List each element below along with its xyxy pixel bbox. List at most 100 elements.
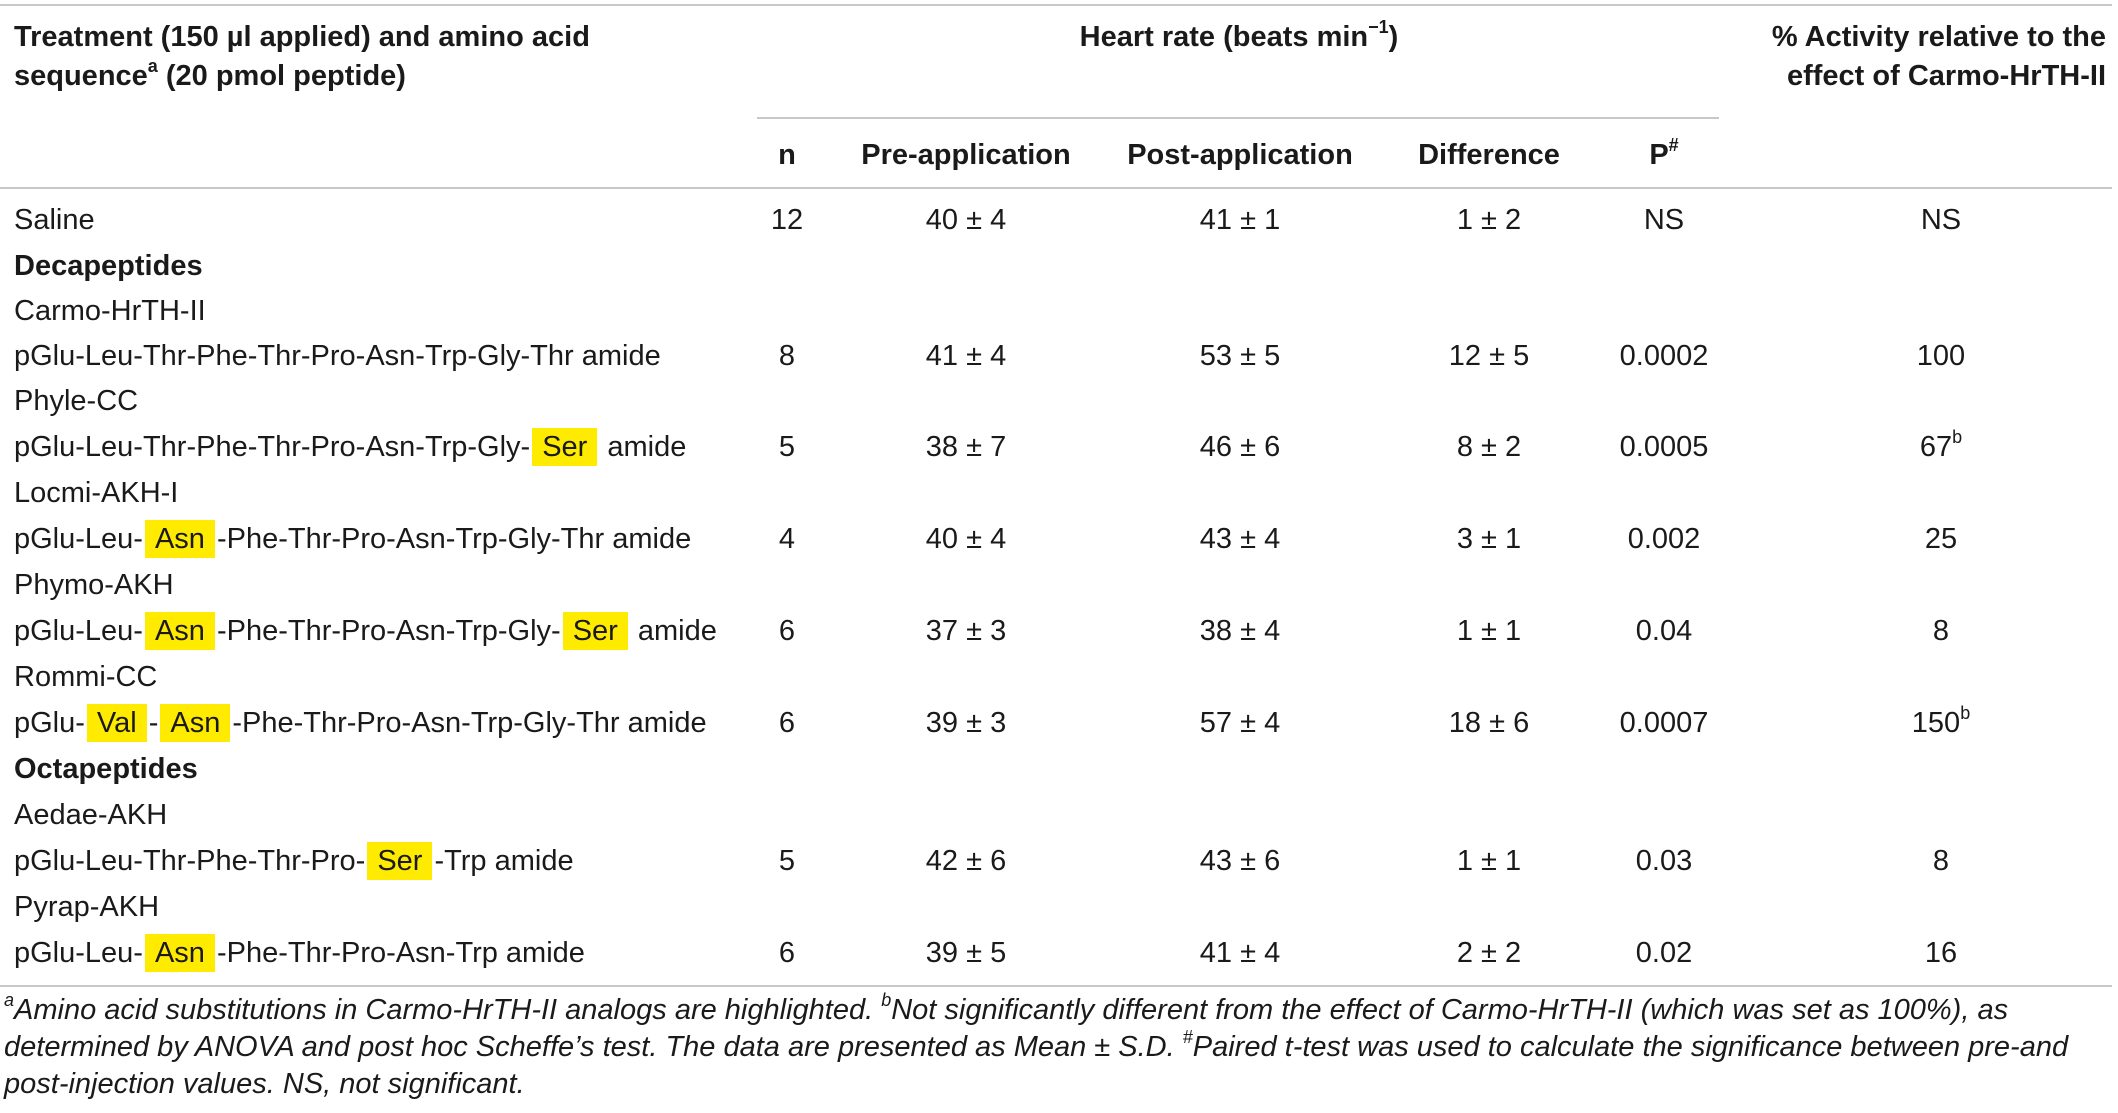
table-footnote: aAmino acid substitutions in Carmo-HrTH-… <box>4 990 2110 1103</box>
row-rommi-n: 6 <box>778 707 796 739</box>
row-pyrap-pre: 39 ± 5 <box>925 937 1007 969</box>
activity-value: 150 <box>1911 707 1961 739</box>
row-pyrap-activity: 16 <box>1924 937 1958 969</box>
heart-rate-group-rule <box>757 117 1719 119</box>
footnote-b-text: Not significantly different from the eff… <box>4 994 2009 1063</box>
substitution-highlight: Ser <box>367 842 433 880</box>
table-header-rule <box>0 187 2112 189</box>
row-saline-diff: 1 ± 2 <box>1456 204 1522 236</box>
header-heart-rate-label: Heart rate (beats min <box>1079 21 1369 53</box>
peptide-name-locmi: Locmi-AKH-I <box>14 477 179 509</box>
row-carmo-activity: 100 <box>1916 340 1966 372</box>
section-decapeptides: Decapeptides <box>14 250 203 282</box>
row-aedae-pre: 42 ± 6 <box>925 845 1007 877</box>
peptide-name-phyle: Phyle-CC <box>14 385 139 417</box>
header-p-value: P# <box>1649 136 1678 175</box>
footnote-hash-text: Paired t-test was used to calculate the … <box>4 1031 2069 1100</box>
sequence-part: -Phe-Thr-Pro-Asn-Trp amide <box>216 937 585 969</box>
row-phymo-sequence: pGlu-Leu- Asn -Phe-Thr-Pro-Asn-Trp-Gly- Ser… <box>14 612 717 650</box>
row-rommi-post: 57 ± 4 <box>1199 707 1281 739</box>
row-aedae-activity: 8 <box>1932 845 1950 877</box>
header-treatment-line2: sequencea (20 pmol peptide) <box>14 57 590 96</box>
peptide-name-rommi: Rommi-CC <box>14 661 158 693</box>
peptide-name-pyrap: Pyrap-AKH <box>14 891 160 923</box>
substitution-highlight: Ser <box>562 612 628 650</box>
row-saline-label: Saline <box>14 204 95 236</box>
substitution-highlight: Asn <box>160 704 231 742</box>
row-phyle-sequence: pGlu-Leu-Thr-Phe-Thr-Pro-Asn-Trp-Gly- Ser… <box>14 428 687 466</box>
header-p-label: P <box>1649 139 1669 171</box>
row-pyrap-n: 6 <box>778 937 796 969</box>
header-difference: Difference <box>1418 139 1560 171</box>
row-saline-p: NS <box>1643 204 1685 236</box>
header-activity-line1: % Activity relative to the <box>1771 21 2106 53</box>
substitution-highlight: Ser <box>532 428 598 466</box>
sequence-part: amide <box>599 431 687 463</box>
footnote-hash-marker: # <box>1182 1027 1193 1048</box>
substitution-highlight: Asn <box>144 934 215 972</box>
row-saline-post: 41 ± 1 <box>1199 204 1281 236</box>
row-aedae-diff: 1 ± 1 <box>1456 845 1522 877</box>
row-locmi-post: 43 ± 4 <box>1199 523 1281 555</box>
header-treatment: Treatment (150 µl applied) and amino aci… <box>14 18 590 96</box>
sequence-part: - <box>148 707 159 739</box>
activity-value: 67 <box>1919 431 1953 463</box>
row-pyrap-p: 0.02 <box>1635 937 1693 969</box>
row-locmi-n: 4 <box>778 523 796 555</box>
row-phyle-n: 5 <box>778 431 796 463</box>
sequence-part: pGlu-Leu-Thr-Phe-Thr-Pro-Asn-Trp-Gly- <box>14 431 531 463</box>
substitution-highlight: Asn <box>144 520 215 558</box>
header-treatment-sequence: sequence <box>14 60 148 92</box>
row-pyrap-sequence: pGlu-Leu- Asn -Phe-Thr-Pro-Asn-Trp amide <box>14 934 585 972</box>
row-locmi-pre: 40 ± 4 <box>925 523 1007 555</box>
row-phymo-pre: 37 ± 3 <box>925 615 1007 647</box>
header-heart-rate: Heart rate (beats min−1) <box>1080 18 1399 57</box>
sequence-part: -Trp amide <box>434 845 574 877</box>
peptide-name-phymo: Phymo-AKH <box>14 569 174 601</box>
row-rommi-pre: 39 ± 3 <box>925 707 1007 739</box>
header-treatment-amount: (20 pmol peptide) <box>157 60 406 92</box>
row-phyle-p: 0.0005 <box>1619 431 1709 463</box>
sequence-part: amide <box>629 615 717 647</box>
row-rommi-diff: 18 ± 6 <box>1448 707 1530 739</box>
row-aedae-p: 0.03 <box>1635 845 1693 877</box>
footnote-a-text: Amino acid substitutions in Carmo-HrTH-I… <box>14 994 882 1026</box>
row-phyle-post: 46 ± 6 <box>1199 431 1281 463</box>
row-locmi-activity: 25 <box>1924 523 1958 555</box>
row-phymo-activity: 8 <box>1932 615 1950 647</box>
header-activity-line2: effect of Carmo-HrTH-II <box>1786 60 2106 92</box>
row-aedae-post: 43 ± 6 <box>1199 845 1281 877</box>
section-octapeptides: Octapeptides <box>14 753 198 785</box>
row-phymo-p: 0.04 <box>1635 615 1693 647</box>
sequence-part: pGlu-Leu- <box>14 523 143 555</box>
peptide-name-aedae: Aedae-AKH <box>14 799 168 831</box>
row-phyle-diff: 8 ± 2 <box>1456 431 1522 463</box>
sequence-part: -Phe-Thr-Pro-Asn-Trp-Gly-Thr amide <box>232 707 707 739</box>
substitution-highlight: Asn <box>144 612 215 650</box>
row-carmo-sequence: pGlu-Leu-Thr-Phe-Thr-Pro-Asn-Trp-Gly-Thr… <box>14 340 661 372</box>
header-post-application: Post-application <box>1127 139 1353 171</box>
sequence-part: -Phe-Thr-Pro-Asn-Trp-Gly- <box>216 615 561 647</box>
footnote-a-marker: a <box>147 56 158 77</box>
footnote-b-marker: b <box>1960 703 1971 724</box>
header-treatment-line1: Treatment (150 µl applied) and amino aci… <box>14 21 590 53</box>
row-carmo-n: 8 <box>778 340 796 372</box>
row-phyle-pre: 38 ± 7 <box>925 431 1007 463</box>
row-aedae-n: 5 <box>778 845 796 877</box>
peptide-name-carmo: Carmo-HrTH-II <box>14 295 206 327</box>
row-phymo-diff: 1 ± 1 <box>1456 615 1522 647</box>
footnote-b-marker: b <box>1952 427 1963 448</box>
row-rommi-p: 0.0007 <box>1619 707 1709 739</box>
substitution-highlight: Val <box>86 704 147 742</box>
row-carmo-pre: 41 ± 4 <box>925 340 1007 372</box>
header-n: n <box>778 139 796 171</box>
row-carmo-p: 0.0002 <box>1619 340 1709 372</box>
row-rommi-activity: 150b <box>1911 703 1971 741</box>
row-aedae-sequence: pGlu-Leu-Thr-Phe-Thr-Pro- Ser -Trp amide <box>14 842 574 880</box>
footnote-b-marker: b <box>881 990 892 1011</box>
row-phymo-n: 6 <box>778 615 796 647</box>
sequence-part: pGlu- <box>14 707 85 739</box>
table-bottom-rule <box>0 985 2112 987</box>
sequence-part: pGlu-Leu-Thr-Phe-Thr-Pro- <box>14 845 366 877</box>
header-activity: % Activity relative to the effect of Car… <box>1772 18 2106 96</box>
